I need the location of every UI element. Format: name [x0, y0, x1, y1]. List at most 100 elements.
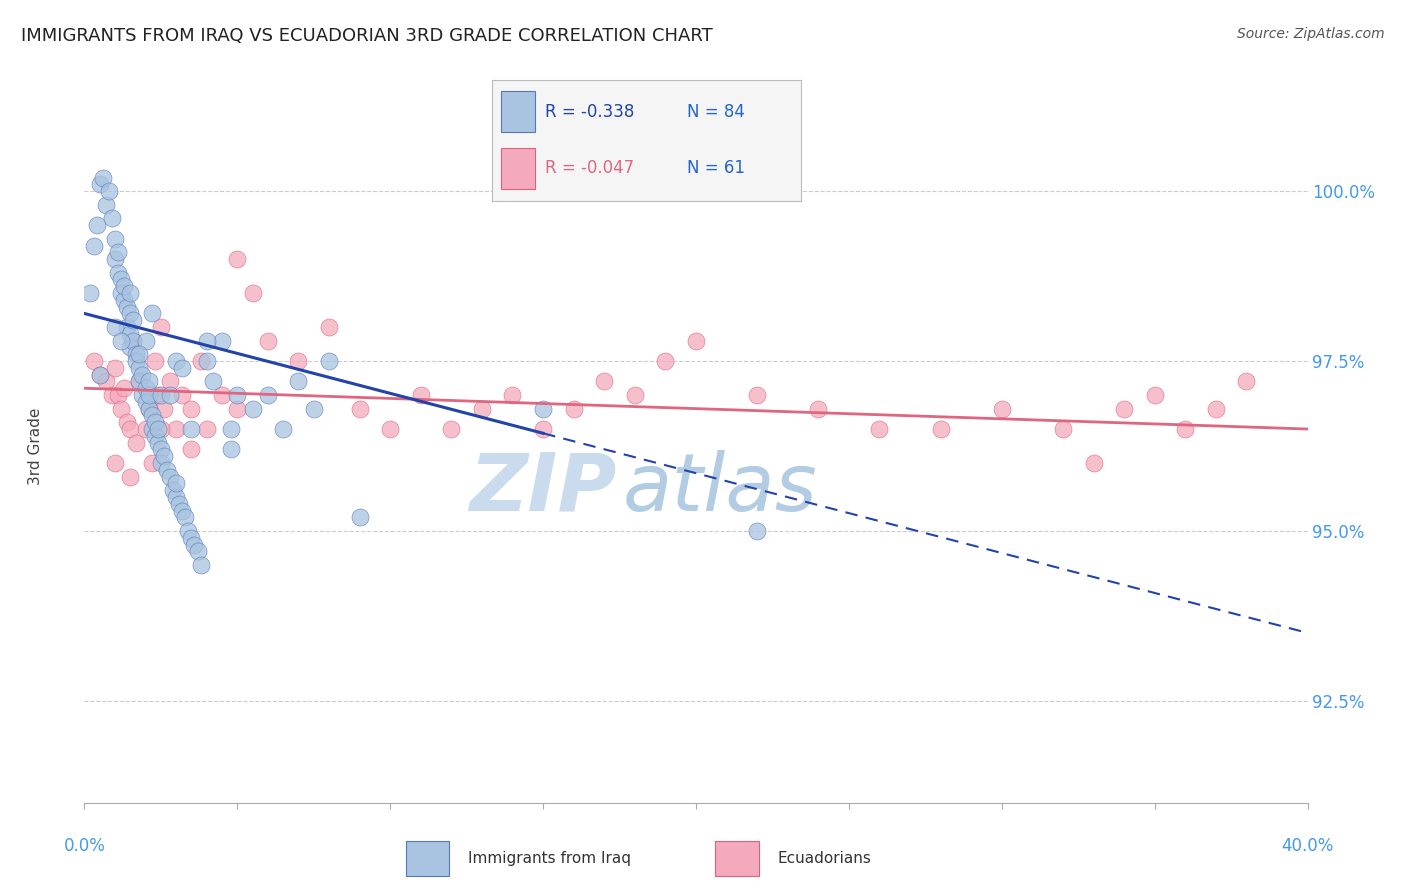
Point: [149, 442, 172, 457]
Text: R = -0.047: R = -0.047: [544, 159, 634, 178]
Point: [177, 524, 200, 538]
Point: [195, 354, 218, 368]
Point: [104, 252, 127, 266]
Point: [141, 456, 163, 470]
Point: [146, 435, 169, 450]
Point: [149, 320, 172, 334]
Point: [226, 401, 249, 416]
Point: [135, 422, 157, 436]
Point: [107, 245, 129, 260]
Point: [226, 388, 249, 402]
Point: [125, 435, 148, 450]
Point: [471, 401, 494, 416]
Point: [104, 360, 127, 375]
Point: [242, 401, 264, 416]
Point: [104, 232, 127, 246]
Point: [807, 401, 830, 416]
Point: [654, 354, 676, 368]
Point: [86, 218, 108, 232]
Point: [110, 272, 132, 286]
Point: [131, 368, 153, 382]
Point: [79, 286, 101, 301]
Text: IMMIGRANTS FROM IRAQ VS ECUADORIAN 3RD GRADE CORRELATION CHART: IMMIGRANTS FROM IRAQ VS ECUADORIAN 3RD G…: [21, 27, 713, 45]
Point: [143, 429, 166, 443]
Point: [110, 286, 132, 301]
Point: [219, 442, 242, 457]
Point: [125, 347, 148, 361]
Point: [89, 178, 111, 192]
Point: [112, 381, 135, 395]
Point: [183, 537, 205, 551]
Point: [135, 334, 157, 348]
Point: [120, 286, 142, 301]
Point: [1174, 422, 1197, 436]
Point: [440, 422, 463, 436]
Point: [257, 334, 280, 348]
Point: [380, 422, 402, 436]
Text: Ecuadorians: Ecuadorians: [778, 851, 872, 866]
Point: [112, 279, 135, 293]
Point: [110, 334, 132, 348]
Point: [138, 388, 160, 402]
Point: [149, 388, 172, 402]
Bar: [502, 148, 536, 188]
Point: [190, 354, 212, 368]
Point: [180, 422, 202, 436]
Point: [112, 293, 135, 307]
Point: [318, 354, 340, 368]
Point: [287, 375, 309, 389]
Point: [1114, 401, 1136, 416]
Text: N = 84: N = 84: [688, 103, 745, 120]
Point: [122, 313, 145, 327]
Point: [149, 422, 172, 436]
Point: [745, 388, 768, 402]
Point: [174, 510, 197, 524]
Point: [180, 401, 202, 416]
Point: [143, 354, 166, 368]
Point: [287, 354, 309, 368]
Point: [141, 409, 163, 423]
Point: [172, 360, 194, 375]
Point: [107, 266, 129, 280]
Text: Source: ZipAtlas.com: Source: ZipAtlas.com: [1237, 27, 1385, 41]
Point: [138, 401, 160, 416]
Point: [141, 306, 163, 320]
Point: [929, 422, 952, 436]
Text: R = -0.338: R = -0.338: [544, 103, 634, 120]
Point: [1205, 401, 1227, 416]
Point: [91, 170, 114, 185]
Text: Immigrants from Iraq: Immigrants from Iraq: [468, 851, 631, 866]
Point: [195, 422, 218, 436]
Point: [195, 334, 218, 348]
Point: [135, 394, 157, 409]
Point: [128, 375, 150, 389]
Point: [89, 368, 111, 382]
Point: [242, 286, 264, 301]
Point: [159, 388, 181, 402]
Point: [1083, 456, 1105, 470]
Point: [1052, 422, 1074, 436]
Point: [211, 334, 233, 348]
Point: [107, 388, 129, 402]
Point: [501, 388, 523, 402]
Point: [186, 544, 208, 558]
Bar: [406, 841, 450, 876]
Text: 3rd Grade: 3rd Grade: [28, 408, 44, 484]
Point: [135, 381, 157, 395]
Point: [128, 375, 150, 389]
Point: [531, 401, 554, 416]
Bar: [502, 91, 536, 132]
Point: [146, 388, 169, 402]
Point: [624, 388, 647, 402]
Point: [211, 388, 233, 402]
Point: [120, 306, 142, 320]
Point: [89, 368, 111, 382]
Point: [94, 375, 117, 389]
Point: [131, 388, 153, 402]
Point: [101, 211, 124, 226]
Point: [104, 320, 127, 334]
Point: [138, 401, 160, 416]
Point: [318, 320, 340, 334]
Point: [409, 388, 432, 402]
Point: [120, 326, 142, 341]
